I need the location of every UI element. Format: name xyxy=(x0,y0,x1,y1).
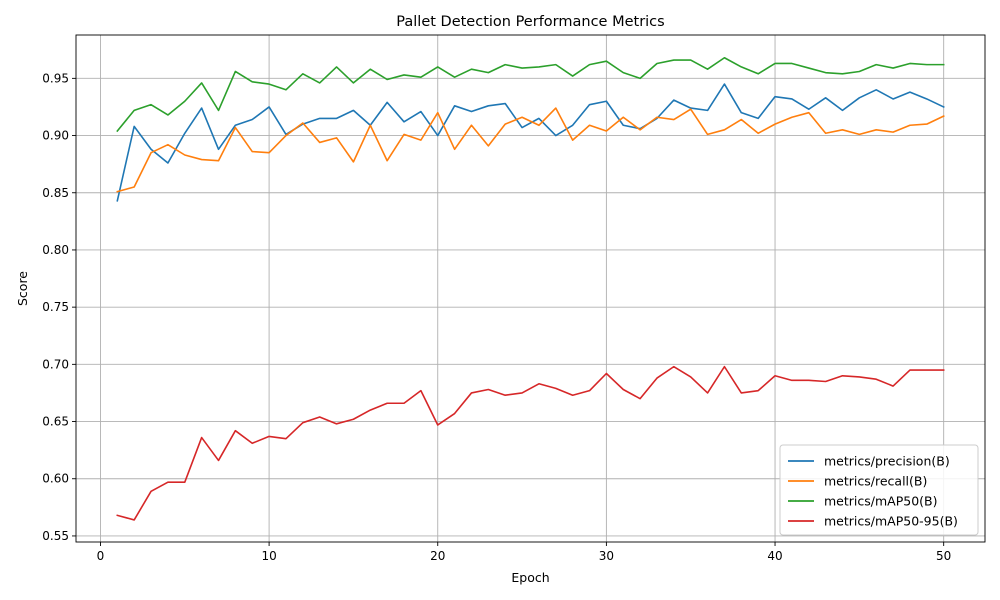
x-axis-label: Epoch xyxy=(511,570,549,585)
y-axis-label: Score xyxy=(15,271,30,306)
axis-ticks: 0 10 20 30 40 50 0.55 0.60 0.65 0.70 0.75 0.80 0.85 0… xyxy=(42,71,951,563)
x-tick-label: 50 xyxy=(936,549,951,563)
series-line xyxy=(116,107,945,193)
y-tick-label: 0.90 xyxy=(42,129,69,143)
legend-box xyxy=(779,444,979,536)
y-tick-label: 0.60 xyxy=(42,472,69,486)
series-line xyxy=(116,365,945,521)
x-tick-label: 0 xyxy=(97,549,105,563)
legend-label: metrics/recall(B) xyxy=(824,474,927,489)
y-tick-label: 0.65 xyxy=(42,415,69,429)
series-line xyxy=(116,56,945,133)
y-tick-label: 0.85 xyxy=(42,186,69,200)
plot-frame xyxy=(75,34,986,543)
series-lines xyxy=(116,56,945,521)
chart-title: Pallet Detection Performance Metrics xyxy=(396,14,664,30)
legend-label: metrics/mAP50(B) xyxy=(824,494,937,509)
legend: metrics/precision(B) metrics/recall(B) met… xyxy=(779,444,979,536)
y-tick-label: 0.95 xyxy=(42,71,69,85)
series-line xyxy=(116,83,945,202)
legend-label: metrics/precision(B) xyxy=(824,454,950,469)
y-tick-label: 0.80 xyxy=(42,243,69,257)
legend-label: metrics/mAP50-95(B) xyxy=(824,514,958,529)
x-tick-label: 10 xyxy=(261,549,276,563)
x-tick-label: 20 xyxy=(430,549,445,563)
y-tick-label: 0.75 xyxy=(42,300,69,314)
y-tick-label: 0.55 xyxy=(42,529,69,543)
x-tick-label: 30 xyxy=(599,549,614,563)
y-tick-label: 0.70 xyxy=(42,357,69,371)
x-tick-label: 40 xyxy=(767,549,782,563)
